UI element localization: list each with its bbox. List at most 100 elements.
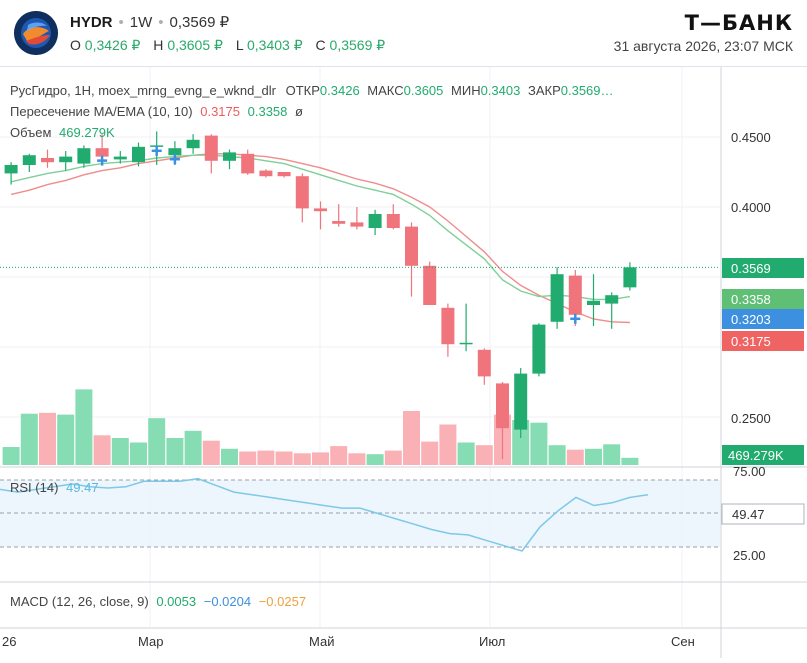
candle[interactable] [132,142,145,167]
instrument-title-line: HYDR • 1W • 0,3569 ₽ [70,14,230,31]
candle[interactable] [550,267,564,329]
candle[interactable] [4,162,18,185]
candle[interactable] [223,149,236,170]
ema-price-tag: 0.3358 [722,289,804,309]
ma-ema-legend[interactable]: Пересечение MA/EMA (10, 10) 0.3175 0.335… [10,104,303,119]
ohlc-high-label: H [153,37,164,53]
series-title: РусГидро, 1H, moex_mrng_evng_e_wknd_dlr [10,83,276,98]
candle-body [496,383,509,429]
candle[interactable] [113,151,127,164]
candle[interactable] [95,134,109,158]
ohlc-low-value: 0,3403 ₽ [247,37,303,53]
volume-bar [293,453,311,465]
macd-label: MACD (12, 26, close, 9) [10,594,149,609]
candle-body [277,172,291,177]
blue-price-tag: 0.3203 [722,309,804,329]
macd-hist: −0.0257 [258,594,307,609]
candle[interactable] [186,134,200,154]
candle[interactable] [332,204,346,227]
candle-body [405,226,418,266]
rsi-label: RSI (14) [10,480,59,495]
volume-bar [512,420,530,465]
candle[interactable] [314,201,327,230]
volume-bar [366,454,384,465]
crossover-marker [169,154,180,165]
chart-area[interactable]: 0.4500 0.4000 0.2500 0.3569 0.3358 0.320… [0,66,807,658]
close-value: 0.3569… [560,83,614,98]
main-series-legend[interactable]: РусГидро, 1H, moex_mrng_evng_e_wknd_dlr … [10,83,614,98]
candle-body [332,221,346,224]
candle[interactable] [295,173,309,223]
candle-body [550,274,564,322]
ma-price-tag: 0.3175 [722,331,804,351]
ma-extra: ø [295,104,303,119]
candle-body [386,214,400,228]
candle[interactable] [59,151,73,171]
candle[interactable] [623,262,637,291]
candle[interactable] [259,169,273,178]
candle[interactable] [277,172,291,178]
high-label: МАКС [367,83,404,98]
candle[interactable] [459,303,473,352]
candle[interactable] [41,149,54,168]
ohlc-high-value: 0,3605 ₽ [167,37,223,53]
candle[interactable] [587,274,600,326]
volume-bar [166,438,184,465]
candle[interactable] [441,303,455,357]
candle[interactable] [496,382,509,459]
candle-body [204,135,218,161]
candle[interactable] [204,134,218,174]
candle-body [350,222,364,227]
macd-legend[interactable]: MACD (12, 26, close, 9) 0.0053 −0.0204 −… [10,594,306,609]
candle-body [241,153,255,174]
volume-bar [2,447,20,465]
ohlc-close-value: 0,3569 ₽ [329,37,386,53]
candle-body [423,265,437,305]
candle[interactable] [477,348,491,385]
ohlc-low-label: L [235,37,244,53]
volume-bar [421,441,439,465]
candle[interactable] [241,149,255,175]
time-tick: Мар [138,634,163,649]
volume-bar [75,389,93,465]
volume-bar [184,430,202,465]
candle[interactable] [77,145,91,168]
volume-bar [130,442,147,465]
candle-body [605,295,619,304]
ohlc-line: O 0,3426 ₽ H 0,3605 ₽ L 0,3403 ₽ C 0,356… [70,37,394,54]
volume-bar [202,440,220,465]
timeframe-label[interactable]: 1W [129,14,153,31]
volume-bar [312,452,329,465]
candle-body [568,275,582,315]
price-tick: 0.2500 [731,411,771,426]
candle[interactable] [368,209,382,235]
candle-body [514,373,528,430]
candle[interactable] [423,261,437,305]
candle[interactable] [22,153,36,172]
candle[interactable] [386,204,400,230]
volume-bar [585,448,602,465]
rsi-tick-upper: 75.00 [733,464,766,479]
candle-body [223,152,236,161]
volume-bar [566,449,584,465]
candle[interactable] [350,207,364,230]
volume-legend[interactable]: Объем 469.279K [10,125,115,140]
candle[interactable] [514,368,528,438]
candle-body [132,146,145,163]
ema-value: 0.3358 [247,104,288,119]
rushydro-logo-icon [14,11,58,55]
svg-text:469.279K: 469.279K [728,448,784,463]
volume-bar [530,422,548,465]
candle-body [41,158,54,163]
volume-bar [93,435,111,465]
svg-text:0.3358: 0.3358 [731,292,771,307]
volume-bar [257,450,275,465]
price-chart-svg[interactable]: 0.4500 0.4000 0.2500 0.3569 0.3358 0.320… [0,67,807,658]
timestamp: 31 августа 2026, 23:07 МСК [613,38,793,54]
candle-body [168,148,182,156]
rsi-legend[interactable]: RSI (14) 49.47 [10,480,99,495]
candle-body [77,148,91,164]
candle[interactable] [605,292,619,329]
candle[interactable] [532,323,546,377]
candle[interactable] [405,222,418,297]
